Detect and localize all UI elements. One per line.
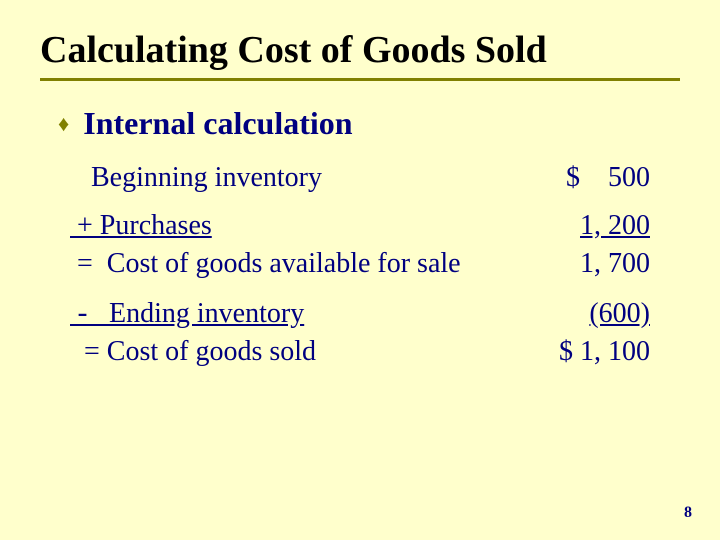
slide-title: Calculating Cost of Goods Sold xyxy=(40,28,680,81)
calculation-block: Beginning inventory $ 500 + Purchases 1,… xyxy=(70,162,650,368)
page-number: 8 xyxy=(684,504,692,522)
calc-label: + Purchases xyxy=(70,210,500,242)
calc-row-cogs: = Cost of goods sold $ 1, 100 xyxy=(70,336,650,368)
calc-label: = Cost of goods available for sale xyxy=(70,248,500,280)
calc-label: Beginning inventory xyxy=(70,162,500,194)
calc-value: $ 1, 100 xyxy=(500,336,650,368)
calc-label: - Ending inventory xyxy=(70,296,500,330)
calc-row-goods-available: = Cost of goods available for sale 1, 70… xyxy=(70,248,650,280)
calc-value: (600) xyxy=(500,298,650,330)
calc-row-beginning-inventory: Beginning inventory $ 500 xyxy=(70,162,650,194)
diamond-bullet-icon: ♦ xyxy=(58,111,69,137)
bullet-item: ♦ Internal calculation xyxy=(58,105,680,142)
calc-row-ending-inventory: - Ending inventory (600) xyxy=(70,296,650,330)
bullet-text: Internal calculation xyxy=(83,105,352,142)
calc-value: 1, 700 xyxy=(500,248,650,280)
calc-value: $ 500 xyxy=(500,162,650,194)
calc-row-purchases: + Purchases 1, 200 xyxy=(70,210,650,242)
calc-label: = Cost of goods sold xyxy=(70,336,500,368)
slide: Calculating Cost of Goods Sold ♦ Interna… xyxy=(0,0,720,540)
calc-value: 1, 200 xyxy=(500,210,650,242)
